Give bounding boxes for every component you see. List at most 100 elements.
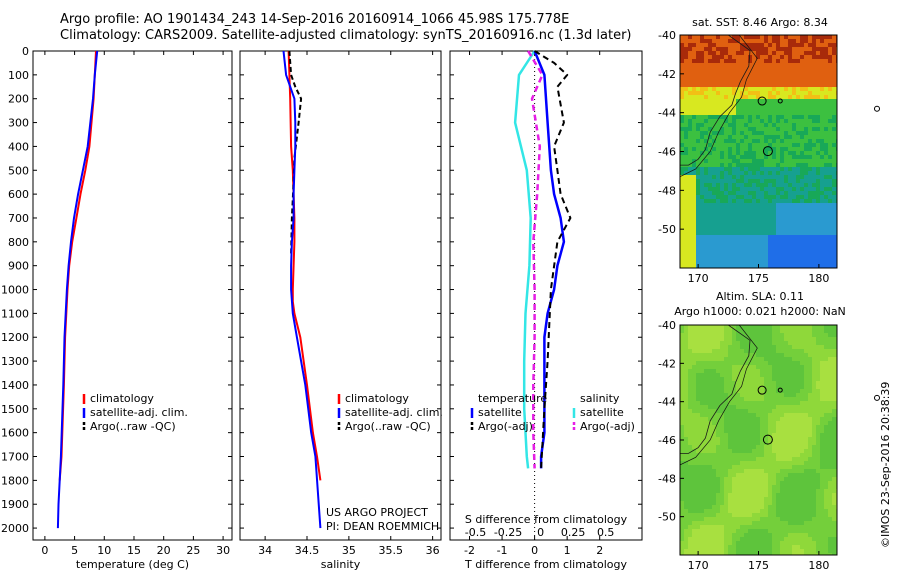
map-cell [700, 537, 705, 542]
map-cell [736, 453, 741, 458]
map-cell [684, 365, 689, 370]
map-cell [704, 39, 709, 44]
map-cell [832, 103, 837, 108]
map-cell [764, 481, 769, 486]
map-cell [684, 243, 689, 248]
map-cell [832, 529, 837, 534]
map-cell [792, 493, 797, 498]
map-cell [800, 333, 805, 338]
map-cell [772, 397, 777, 402]
map-cell [756, 111, 761, 116]
map-cell [828, 75, 833, 80]
map-cell [820, 219, 825, 224]
map-cell [788, 509, 793, 514]
map-cell [760, 393, 765, 398]
map-cell [788, 349, 793, 354]
map-cell [800, 401, 805, 406]
map-cell [732, 441, 737, 446]
map-cell [704, 107, 709, 112]
map-cell [820, 223, 825, 228]
map-cell [800, 179, 805, 184]
map-cell [744, 553, 749, 555]
map-cell [796, 377, 801, 382]
map-cell [792, 75, 797, 80]
map-cell [768, 429, 773, 434]
map-cell [780, 87, 785, 92]
map-cell [808, 71, 813, 76]
map-cell [740, 223, 745, 228]
map-cell [768, 35, 773, 40]
map-cell [724, 333, 729, 338]
map-cell [688, 397, 693, 402]
map-cell [816, 325, 821, 330]
map-cell [820, 179, 825, 184]
map-cell [828, 433, 833, 438]
map-cell [772, 175, 777, 180]
map-cell [812, 59, 817, 64]
map-cell [796, 397, 801, 402]
map-cell [780, 433, 785, 438]
sal-legend-satellite-label: satellite-adj. clim. [345, 406, 443, 419]
map-cell [828, 227, 833, 232]
map-cell [768, 103, 773, 108]
map-cell [744, 235, 749, 240]
map-cell [808, 83, 813, 88]
map-cell [688, 461, 693, 466]
map-cell [816, 509, 821, 514]
map-cell [700, 119, 705, 124]
y-tick-label: 1200 [1, 331, 29, 344]
map-cell [764, 449, 769, 454]
map-cell [832, 545, 837, 550]
map-x-tick-label: 170 [688, 559, 709, 572]
map-cell [696, 207, 701, 212]
map-cell [692, 465, 697, 470]
map-cell [812, 191, 817, 196]
map-cell [820, 195, 825, 200]
map-cell [760, 377, 765, 382]
map-cell [712, 409, 717, 414]
map-cell [764, 553, 769, 555]
map-cell [820, 163, 825, 168]
map-cell [748, 239, 753, 244]
map-cell [732, 135, 737, 140]
map-cell [804, 163, 809, 168]
map-cell [712, 235, 717, 240]
map-cell [820, 227, 825, 232]
map-cell [800, 131, 805, 136]
map-cell [700, 155, 705, 160]
map-cell [828, 103, 833, 108]
map-cell [712, 525, 717, 530]
map-cell [684, 489, 689, 494]
map-cell [692, 357, 697, 362]
map-cell [772, 91, 777, 96]
map-cell [752, 251, 757, 256]
map-cell [712, 349, 717, 354]
map-cell [780, 151, 785, 156]
map-cell [808, 231, 813, 236]
map-cell [716, 215, 721, 220]
map-cell [816, 95, 821, 100]
map-cell [744, 493, 749, 498]
map-cell [832, 139, 837, 144]
map-cell [680, 139, 685, 144]
map-cell [808, 365, 813, 370]
map-cell [792, 175, 797, 180]
map-cell [732, 51, 737, 56]
map-cell [804, 51, 809, 56]
map-cell [704, 465, 709, 470]
map-cell [680, 501, 685, 506]
map-cell [804, 521, 809, 526]
map-cell [796, 107, 801, 112]
map-cell [808, 75, 813, 80]
map-cell [764, 369, 769, 374]
map-cell [820, 429, 825, 434]
map-cell [760, 497, 765, 502]
map-cell [696, 147, 701, 152]
map-cell [816, 243, 821, 248]
map-cell [788, 369, 793, 374]
map-cell [808, 549, 813, 554]
map-cell [732, 83, 737, 88]
map-cell [788, 501, 793, 506]
map-cell [828, 553, 833, 555]
map-cell [740, 441, 745, 446]
